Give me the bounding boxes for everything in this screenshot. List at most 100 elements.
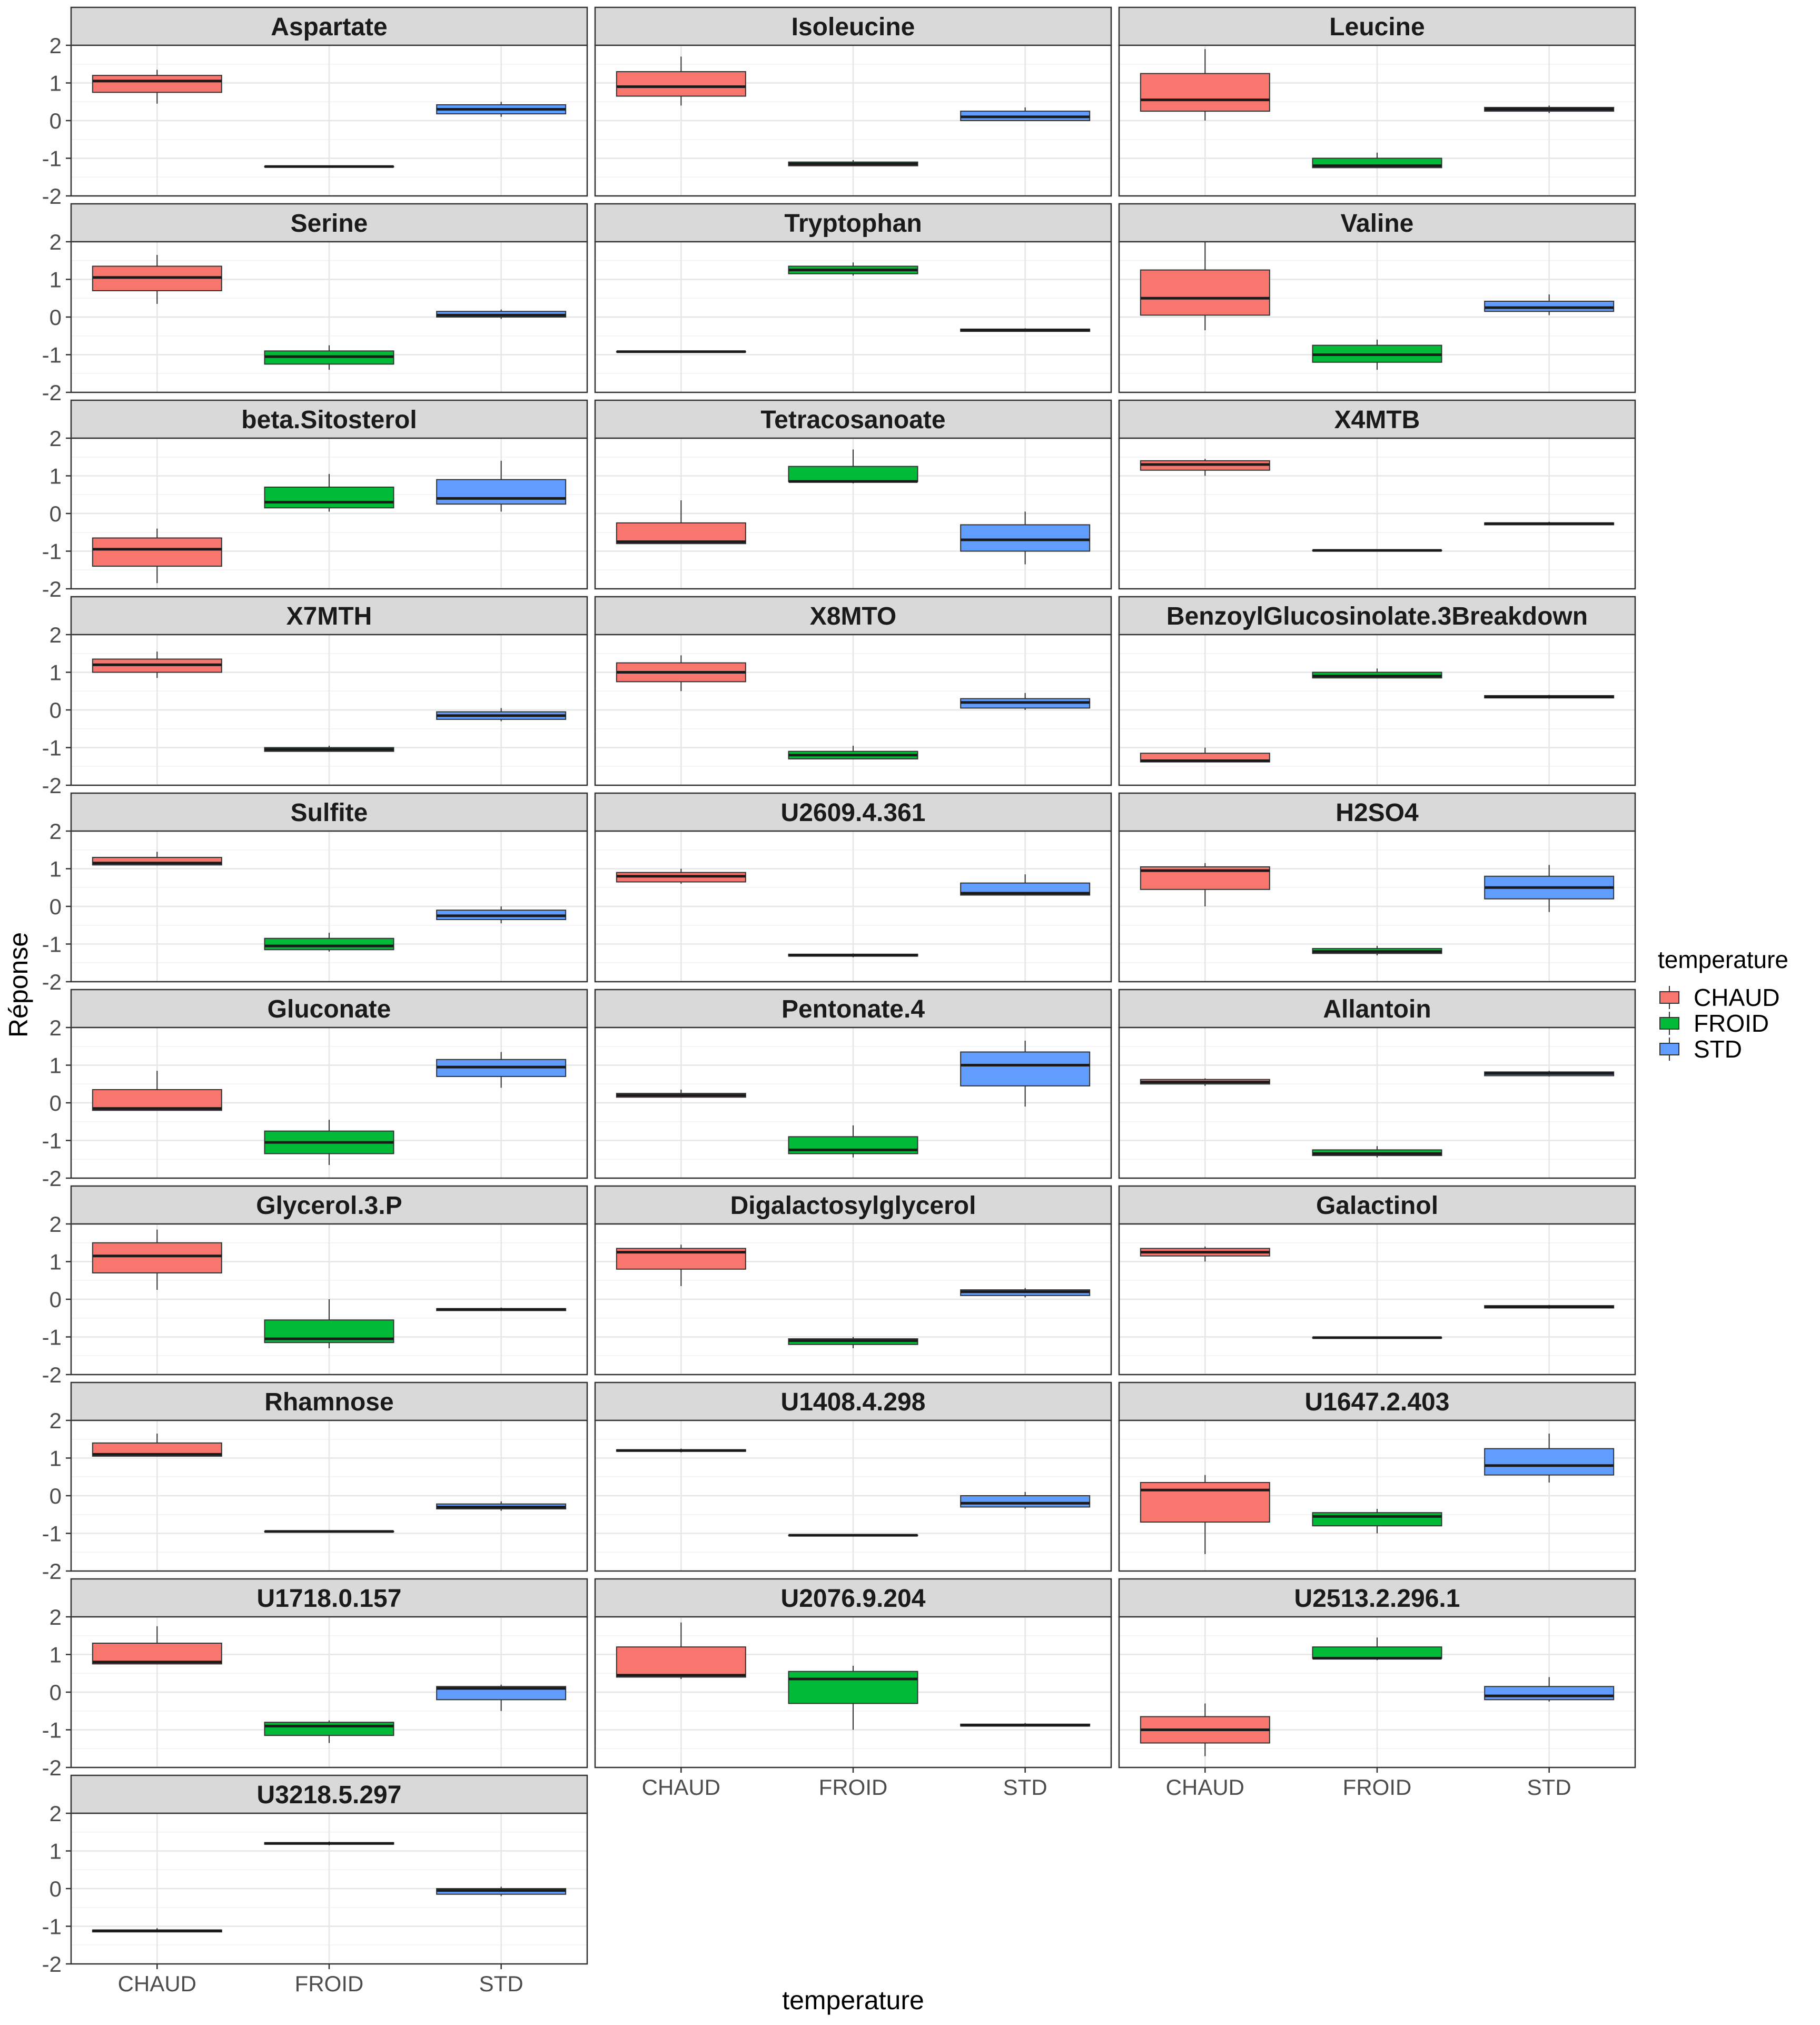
box-body <box>264 486 394 509</box>
box-froid <box>1312 668 1442 679</box>
box-chaud <box>616 1244 746 1286</box>
facet-strip <box>1118 1185 1636 1225</box>
box-body <box>1312 1646 1442 1659</box>
facet-strip <box>1118 399 1636 439</box>
x-tick-label: STD <box>1003 1775 1047 1800</box>
box-std <box>1484 1071 1615 1076</box>
y-tick-label: -1 <box>42 343 62 368</box>
box-std <box>960 328 1091 332</box>
y-tick-label: 1 <box>50 268 62 292</box>
facet-title: Tetracosanoate <box>760 406 945 434</box>
box-std <box>436 309 567 319</box>
facet-panel: X4MTB <box>1118 399 1636 590</box>
box-chaud <box>616 500 746 545</box>
box-body <box>616 71 746 97</box>
panel-border <box>594 830 1112 983</box>
legend-label: STD <box>1694 1035 1742 1063</box>
y-tick-label: -1 <box>42 736 62 760</box>
box-body <box>788 466 918 482</box>
y-tick-label: 2 <box>50 1212 62 1237</box>
y-tick-label: 0 <box>50 108 62 133</box>
facet-panel: X8MTO <box>594 596 1112 786</box>
box-froid <box>788 1337 918 1348</box>
facet-panel: U1408.4.298 <box>594 1381 1112 1572</box>
box-std <box>960 511 1091 565</box>
box-froid <box>1312 1146 1442 1158</box>
box-body <box>1140 73 1270 112</box>
box-froid <box>788 160 918 166</box>
y-tick-label: -1 <box>42 539 62 564</box>
y-tick-label: -2 <box>42 773 62 798</box>
y-tick-label: -1 <box>42 1325 62 1350</box>
box-chaud <box>92 1071 222 1111</box>
box-std <box>960 1041 1091 1107</box>
facet-title: U3218.5.297 <box>257 1781 402 1809</box>
y-tick-label: 1 <box>50 660 62 685</box>
facet-title: U1718.0.157 <box>257 1585 402 1613</box>
facet-title: BenzoylGlucosinolate.3Breakdown <box>1166 602 1588 630</box>
x-tick-label: CHAUD <box>118 1971 196 1996</box>
y-tick-label: 0 <box>50 1484 62 1508</box>
y-tick-label: 2 <box>50 819 62 844</box>
facet-panel: Pentonate.4 <box>594 989 1112 1179</box>
y-tick-label: 0 <box>50 698 62 723</box>
panel-border <box>1118 830 1636 983</box>
y-tick-label: 0 <box>50 1091 62 1115</box>
facet-title: U1408.4.298 <box>781 1388 926 1416</box>
box-chaud <box>92 70 222 104</box>
box-froid <box>264 1299 394 1348</box>
panel-border <box>1118 634 1636 786</box>
box-chaud <box>1140 49 1270 121</box>
box-chaud <box>92 528 222 584</box>
facet-title: Valine <box>1341 210 1414 238</box>
facet-title: U2076.9.204 <box>781 1585 926 1613</box>
x-tick-label: FROID <box>295 1971 364 1996</box>
box-std <box>960 1288 1091 1298</box>
facet-strip <box>1118 6 1636 46</box>
panel-border <box>594 634 1112 786</box>
facet-title: X7MTH <box>286 602 372 630</box>
box-froid <box>1312 1509 1442 1534</box>
y-tick-label: 1 <box>50 1643 62 1667</box>
box-body <box>92 1643 222 1665</box>
box-std <box>436 1501 567 1511</box>
box-body <box>960 1051 1091 1086</box>
panel-border <box>1118 1026 1636 1179</box>
facet-panel: Valine <box>1118 203 1636 393</box>
panel-border <box>1118 437 1636 590</box>
x-tick-label: STD <box>479 1971 523 1996</box>
y-tick-label: 2 <box>50 623 62 647</box>
box-chaud <box>1140 863 1270 906</box>
y-tick-label: -1 <box>42 1129 62 1153</box>
box-froid <box>264 933 394 952</box>
box-body <box>1140 1481 1270 1523</box>
facet-panel: U1718.0.157 2 1 0 -1 -2 <box>42 1578 588 1780</box>
y-tick-label: -1 <box>42 1718 62 1743</box>
box-froid <box>788 1534 918 1537</box>
box-body <box>1312 1512 1442 1527</box>
box-body <box>92 1242 222 1273</box>
facet-strip <box>594 989 1112 1029</box>
y-tick-label: 1 <box>50 1446 62 1471</box>
facet-strip <box>1118 1578 1636 1618</box>
box-body <box>616 522 746 545</box>
box-froid <box>1312 152 1442 169</box>
box-chaud <box>616 1089 746 1098</box>
y-tick-label: 1 <box>50 1839 62 1864</box>
box-chaud <box>1140 1475 1270 1554</box>
facet-title: H2SO4 <box>1336 799 1419 827</box>
y-tick-label: 2 <box>50 426 62 451</box>
facet-panel: Serine 2 1 0 -1 -2 <box>42 203 588 405</box>
y-tick-label: -2 <box>42 970 62 994</box>
facet-panel: Leucine <box>1118 6 1636 197</box>
facet-title: Pentonate.4 <box>782 995 925 1023</box>
y-tick-label: -2 <box>42 1166 62 1191</box>
facet-strip <box>594 1578 1112 1618</box>
facet-panel: Tetracosanoate <box>594 399 1112 590</box>
panel-border <box>1118 241 1636 393</box>
box-std <box>960 107 1091 121</box>
y-tick-label: -2 <box>42 1362 62 1387</box>
facet-title: U1647.2.403 <box>1305 1388 1450 1416</box>
facet-title: beta.Sitosterol <box>241 406 417 434</box>
facet-title: Isoleucine <box>792 13 915 41</box>
